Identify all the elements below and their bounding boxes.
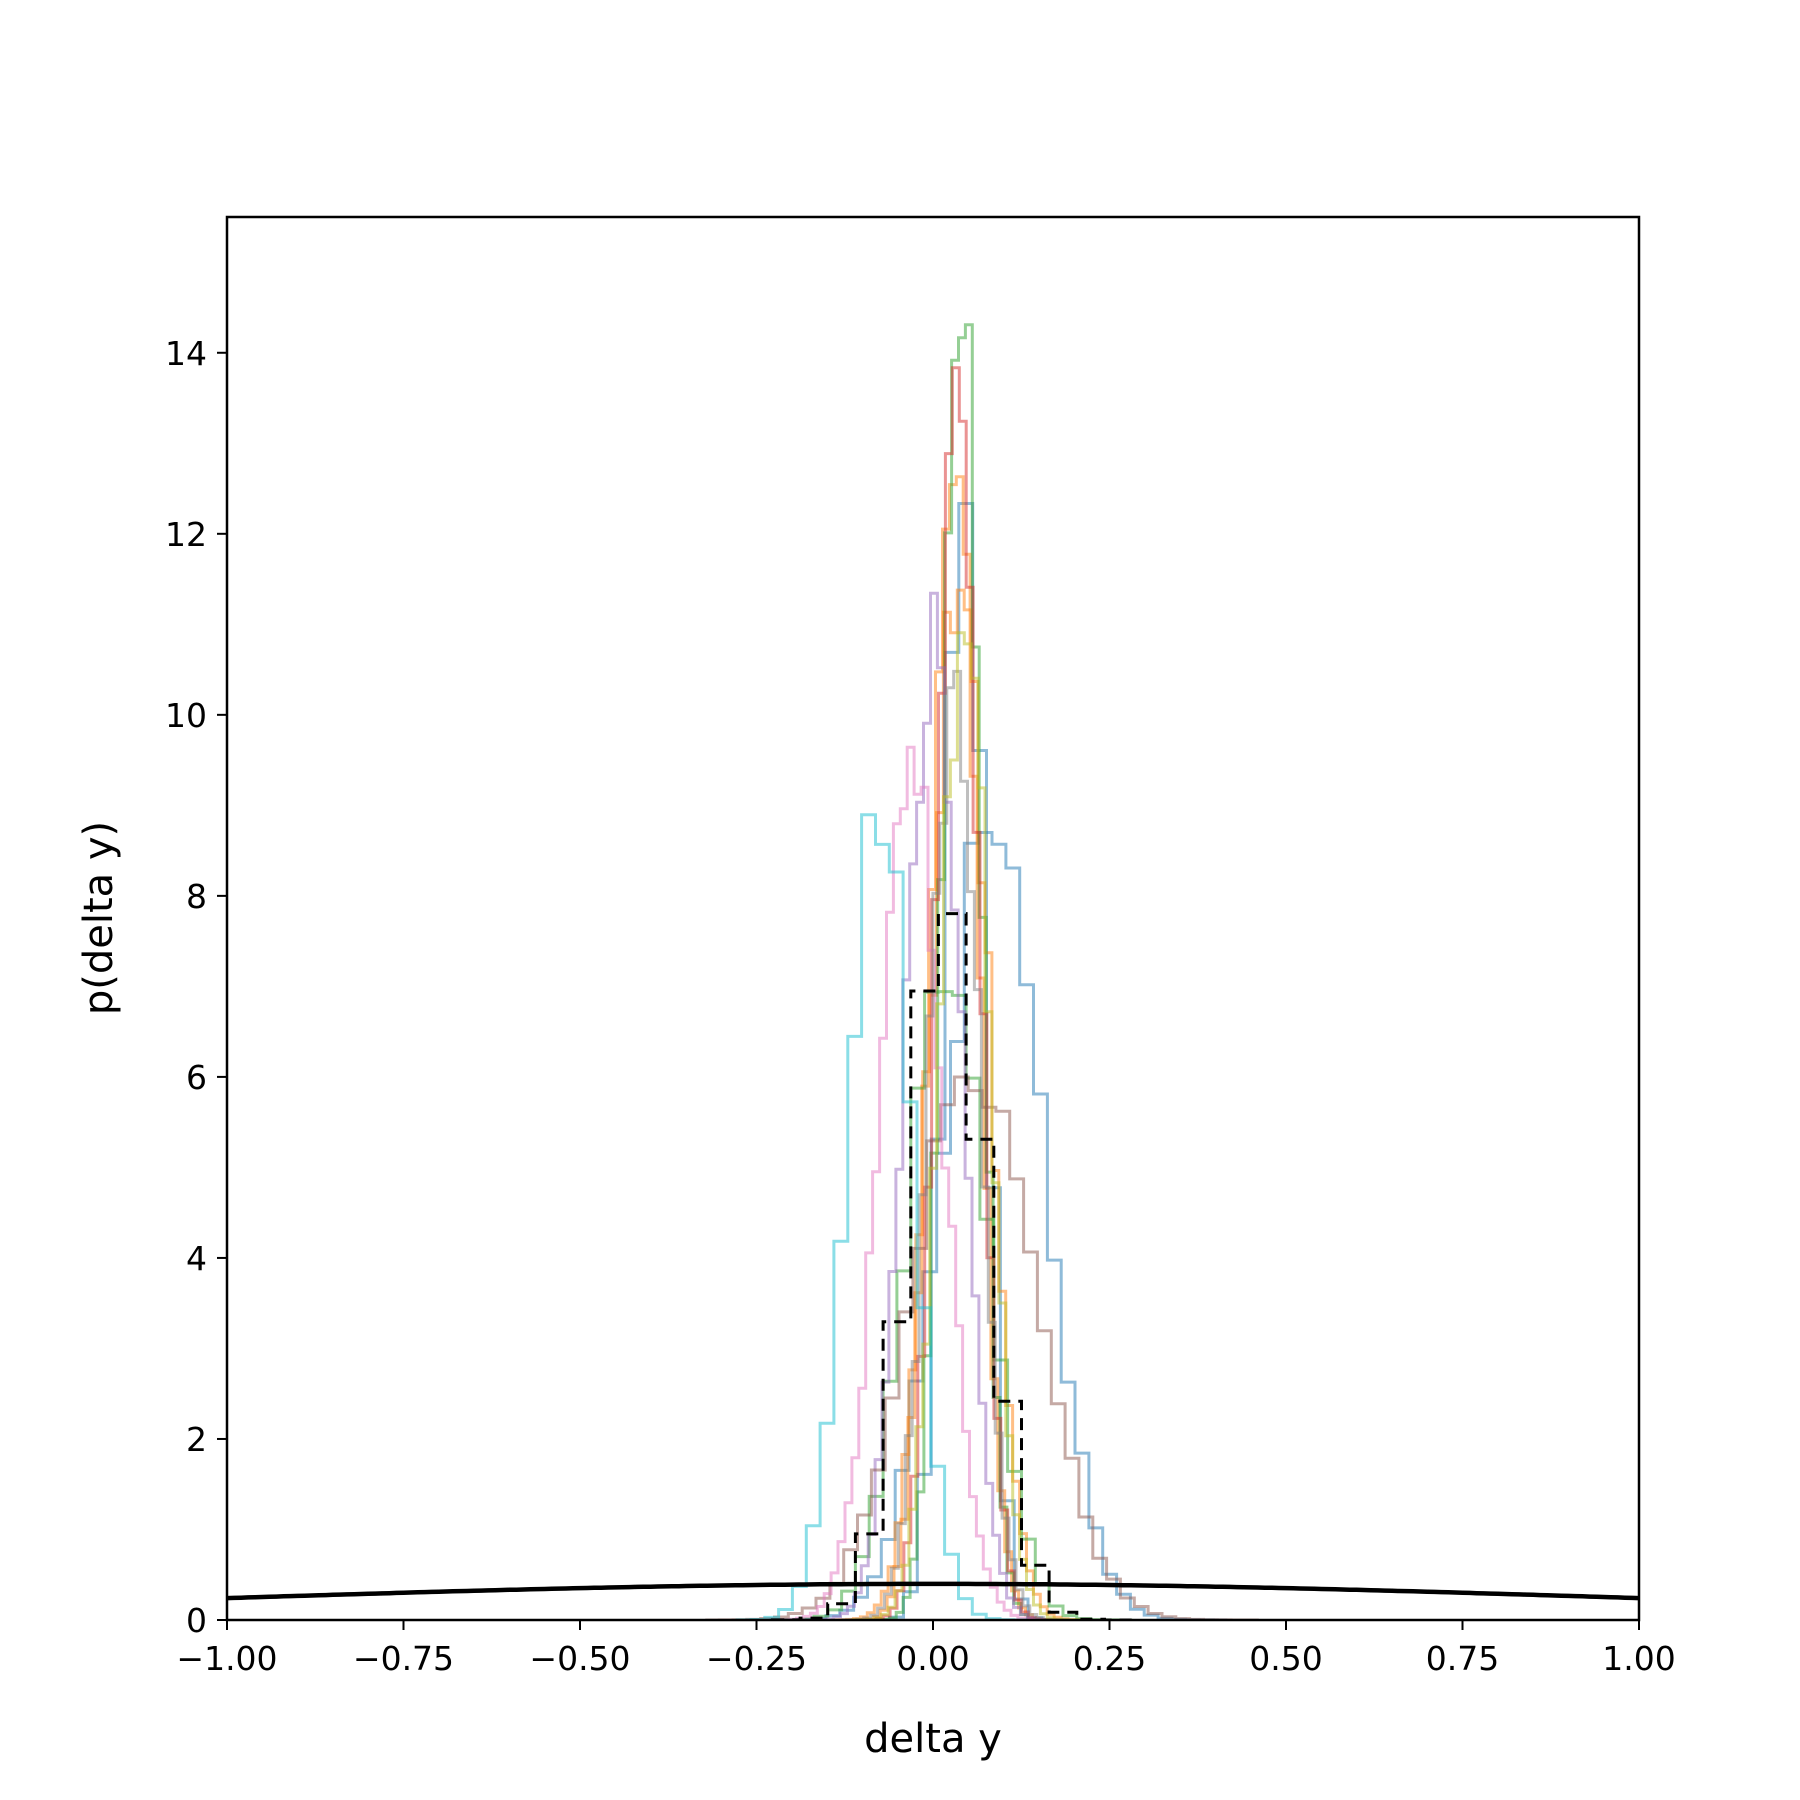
histogram-series	[735, 813, 1028, 1620]
x-axis-label: delta y	[864, 1716, 1002, 1762]
x-tick-label: 0.00	[896, 1639, 969, 1678]
y-tick-label: 12	[165, 515, 207, 554]
y-tick-label: 6	[186, 1058, 207, 1097]
histogram-series	[841, 669, 1072, 1620]
x-tick-label: 0.50	[1249, 1639, 1322, 1678]
y-tick-label: 8	[186, 877, 207, 916]
y-tick-label: 2	[186, 1420, 207, 1459]
x-tick-label: −1.00	[176, 1639, 277, 1678]
x-tick-label: 0.75	[1426, 1639, 1499, 1678]
x-tick-label: −0.25	[706, 1639, 807, 1678]
histogram-series	[804, 591, 1064, 1620]
y-tick-label: 10	[165, 696, 207, 735]
histogram-series	[770, 912, 1133, 1620]
y-axis-label: p(delta y)	[76, 821, 122, 1015]
x-tick-label: 0.25	[1073, 1639, 1146, 1678]
prior-curve	[227, 1581, 1639, 1601]
histogram-layer	[705, 323, 1259, 1620]
y-tick-label: 0	[186, 1601, 207, 1640]
y-tick-label: 14	[165, 334, 207, 373]
histogram-series	[767, 745, 1060, 1620]
x-tick-label: −0.75	[353, 1639, 454, 1678]
prior-curve-layer	[227, 1581, 1639, 1601]
y-axis: 0 2 4 6 8 10 12 14	[165, 334, 227, 1640]
x-tick-label: 1.00	[1602, 1639, 1675, 1678]
histogram-series	[831, 588, 1091, 1620]
histogram-series	[852, 631, 1082, 1620]
x-axis: −1.00 −0.75 −0.50 −0.25 0.00 0.25 0.50 0.75 1.00	[176, 1620, 1676, 1678]
x-tick-label: −0.50	[529, 1639, 630, 1678]
y-tick-label: 4	[186, 1239, 207, 1278]
